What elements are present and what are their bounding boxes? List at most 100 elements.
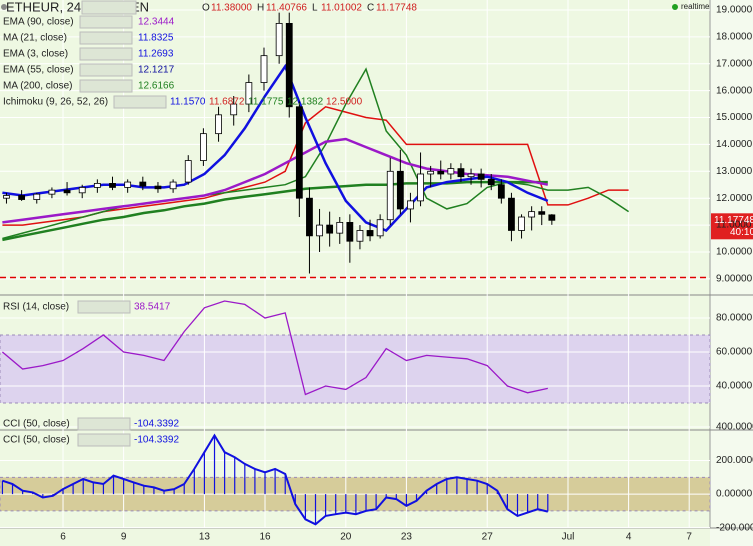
candle-body xyxy=(528,211,536,218)
candle-body xyxy=(396,170,404,210)
legend-value: 12.1217 xyxy=(138,65,175,76)
y-tick-label: 13.0000 xyxy=(716,166,753,177)
ohlc-key: C xyxy=(367,3,374,14)
candle-body xyxy=(295,106,303,199)
candle-body xyxy=(336,221,344,234)
realtime-dot xyxy=(672,4,678,10)
candle-body xyxy=(447,168,455,175)
candle-body xyxy=(487,178,495,186)
y-tick-label: 18.0000 xyxy=(716,31,753,42)
last-price-label: 11.17748 xyxy=(714,215,753,226)
last-price-badge xyxy=(711,213,753,240)
candle-body xyxy=(18,195,26,200)
y-tick-label: -200.0000 xyxy=(716,522,753,533)
candle-body xyxy=(346,221,354,242)
y-tick-label: 15.0000 xyxy=(716,112,753,123)
legend-buttons xyxy=(79,63,133,77)
candle-body xyxy=(417,173,424,202)
x-tick-label: 13 xyxy=(199,532,211,543)
ohlc-value: 11.01002 xyxy=(321,3,362,14)
x-tick-label: 7 xyxy=(686,532,692,543)
legend-value: 11.1570 xyxy=(170,97,206,108)
legend-buttons xyxy=(79,31,133,45)
legend-value: 12.3444 xyxy=(138,17,175,28)
x-tick-label: 20 xyxy=(340,532,352,543)
candle-body xyxy=(78,187,86,194)
candle-body xyxy=(275,22,283,57)
candle-body xyxy=(245,82,253,105)
legend-value: -104.3392 xyxy=(134,419,179,430)
x-tick-label: 9 xyxy=(121,532,127,543)
ohlc-key: L xyxy=(312,3,318,14)
candle-body xyxy=(457,168,465,178)
candle-body xyxy=(200,133,207,161)
candle-body xyxy=(154,185,162,190)
y-tick-label: 0.00000 xyxy=(716,489,753,500)
y-tick-label: 14.0000 xyxy=(716,139,753,150)
legend-value: 12.5000 xyxy=(326,97,363,108)
candle-body xyxy=(184,160,192,183)
ohlc-key: O xyxy=(202,3,210,14)
legend-value: 38.5417 xyxy=(134,302,171,313)
candle-body xyxy=(169,181,177,190)
legend-name: CCI (50, close) xyxy=(3,435,70,446)
candle-body xyxy=(538,211,546,215)
candle-body xyxy=(376,219,384,237)
candle-body xyxy=(467,173,475,178)
legend-buttons xyxy=(113,95,167,109)
x-tick-label: 27 xyxy=(482,532,494,543)
candle-body xyxy=(316,224,323,237)
y-tick-label: 19.0000 xyxy=(716,5,753,16)
price-axis-bg xyxy=(710,0,753,546)
ohlc-key: H xyxy=(257,3,264,14)
legend-name: MA (21, close) xyxy=(3,33,67,44)
legend-name: EMA (90, close) xyxy=(3,17,74,28)
line xyxy=(2,63,549,232)
legend-value: 11.8325 xyxy=(138,33,174,44)
legend-name: MA (200, close) xyxy=(3,81,72,92)
candle-body xyxy=(407,200,414,210)
candle-body xyxy=(497,184,505,199)
x-tick-label: Jul xyxy=(562,532,575,543)
candle-body xyxy=(93,183,101,188)
band xyxy=(0,334,711,404)
y-tick-label: 17.0000 xyxy=(716,58,753,69)
candle-body xyxy=(215,114,222,135)
x-tick-label: 4 xyxy=(626,532,632,543)
legend-name: Ichimoku (9, 26, 52, 26) xyxy=(3,97,108,108)
candle-body xyxy=(63,189,71,194)
line xyxy=(2,67,630,240)
candle-body xyxy=(109,183,116,188)
legend-buttons xyxy=(77,433,131,447)
legend-name: RSI (14, close) xyxy=(3,302,69,313)
candle-body xyxy=(548,214,556,221)
line xyxy=(1,300,548,396)
candle-body xyxy=(437,170,445,175)
line xyxy=(2,180,548,242)
candle-body xyxy=(124,181,132,188)
legend-value: -104.3392 xyxy=(134,435,179,446)
candle-body xyxy=(285,22,293,108)
legend-buttons xyxy=(77,417,131,431)
y-tick-label: 200.0000 xyxy=(716,455,753,466)
legend-value: 12.6166 xyxy=(138,81,175,92)
y-tick-label: 60.0000 xyxy=(716,347,753,358)
y-tick-label: 80.0000 xyxy=(716,313,753,324)
candle-body xyxy=(306,197,313,237)
legend-value: 11.6872 xyxy=(209,97,245,108)
ohlc-value: 11.38000 xyxy=(211,3,252,14)
marks xyxy=(0,12,753,526)
y-tick-label: 40.0000 xyxy=(716,381,753,392)
candle-body xyxy=(230,103,238,116)
line xyxy=(2,433,549,526)
candle-body xyxy=(427,170,435,175)
x-tick-label: 23 xyxy=(401,532,413,543)
candle-body xyxy=(139,181,147,187)
candle-body xyxy=(326,224,334,234)
legend-buttons xyxy=(79,79,133,93)
legend-name: EMA (3, close) xyxy=(3,49,68,60)
candle-body xyxy=(386,170,394,221)
legend-value: 11.1775 xyxy=(248,97,284,108)
